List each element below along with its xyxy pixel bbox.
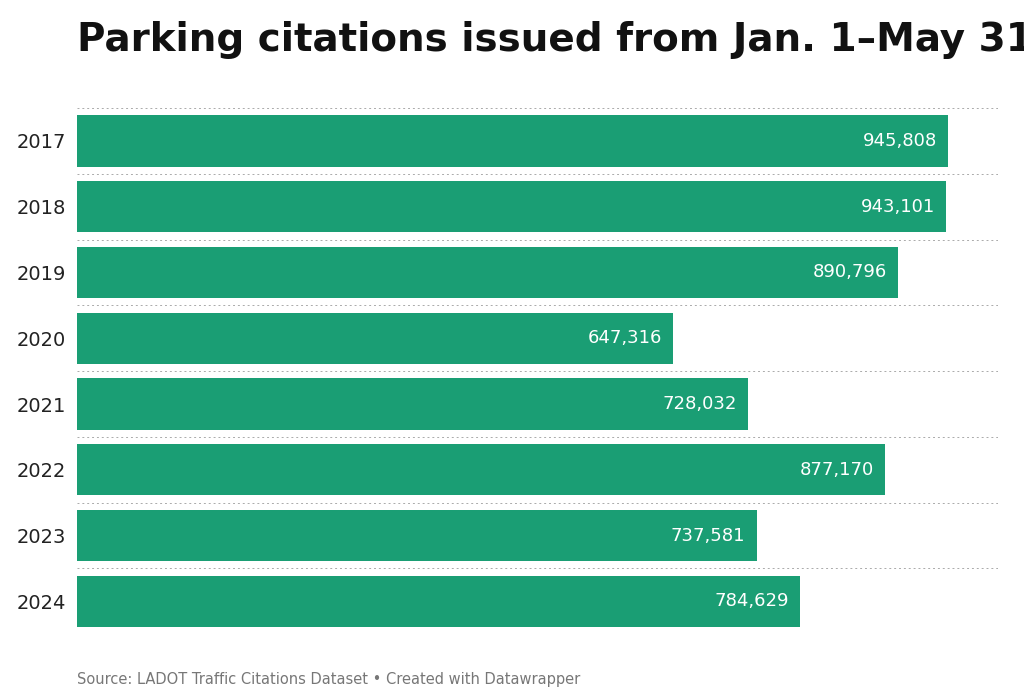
Bar <box>77 378 748 429</box>
Text: 945,808: 945,808 <box>863 132 937 150</box>
Text: 647,316: 647,316 <box>588 329 663 347</box>
Bar <box>77 115 948 167</box>
Bar <box>77 510 757 561</box>
Text: Source: LADOT Traffic Citations Dataset • Created with Datawrapper: Source: LADOT Traffic Citations Dataset … <box>77 671 580 687</box>
Bar <box>77 181 946 232</box>
Text: 943,101: 943,101 <box>860 198 935 215</box>
Text: 784,629: 784,629 <box>715 592 788 611</box>
Text: 737,581: 737,581 <box>671 527 745 544</box>
Bar <box>77 576 800 627</box>
Bar <box>77 247 898 298</box>
Bar <box>77 313 674 364</box>
Text: 728,032: 728,032 <box>663 395 736 413</box>
Bar <box>77 444 885 496</box>
Text: 890,796: 890,796 <box>812 263 887 282</box>
Text: Parking citations issued from Jan. 1–May 31: Parking citations issued from Jan. 1–May… <box>77 21 1024 59</box>
Text: 877,170: 877,170 <box>800 461 874 479</box>
